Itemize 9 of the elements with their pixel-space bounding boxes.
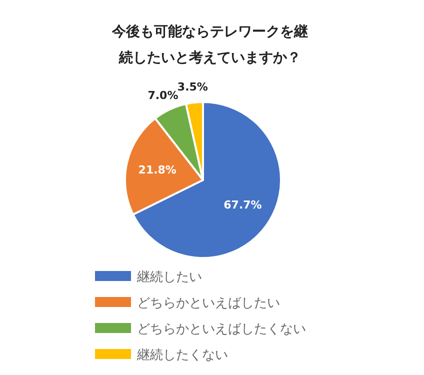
data-label: 7.0%: [148, 88, 178, 102]
legend-label: どちらかといえばしたい: [137, 296, 280, 311]
legend-label: どちらかといえばしたくない: [137, 322, 306, 337]
chart-title: 今後も可能ならテレワークを継続したいと考えていますか？: [111, 24, 308, 66]
legend-label: 継続したくない: [136, 348, 228, 363]
data-label: 3.5%: [177, 80, 208, 94]
data-label: 21.8%: [138, 164, 176, 177]
legend-label: 継続したい: [136, 270, 202, 285]
data-label: 67.7%: [224, 198, 262, 212]
